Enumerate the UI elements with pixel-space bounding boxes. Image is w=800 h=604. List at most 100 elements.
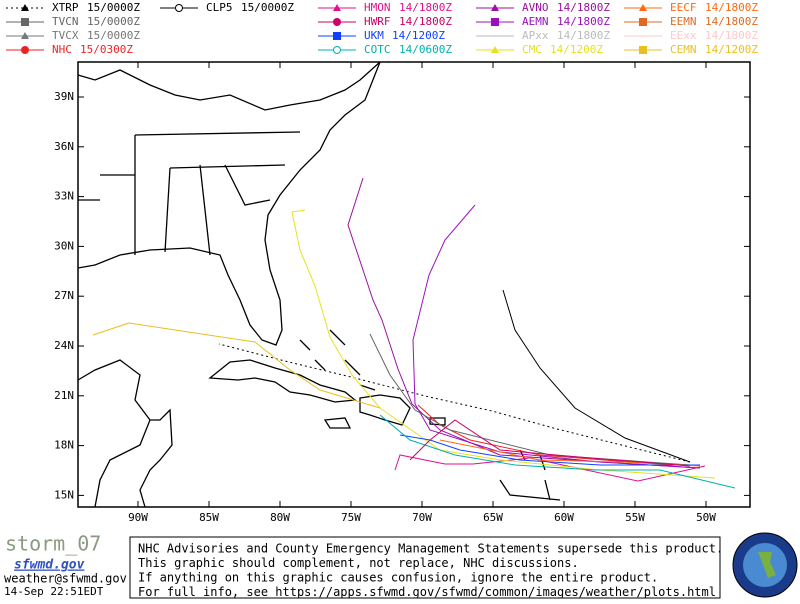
legend-time: 14/1800Z (557, 29, 610, 42)
legend-model: AEMN (522, 15, 549, 28)
footer: storm_07 sfwmd.gov weather@sfwmd.gov 14-… (4, 532, 798, 600)
lon-label: 60W (554, 511, 574, 524)
legend-marker (21, 18, 29, 26)
legend-marker (21, 32, 29, 39)
map-frame (77, 61, 751, 508)
track (502, 289, 691, 463)
islands (299, 329, 561, 501)
track (291, 209, 716, 479)
lat-label: 18N (54, 439, 74, 452)
legend-marker (491, 4, 499, 11)
lat-label: 39N (54, 90, 74, 103)
legend-marker (333, 46, 341, 54)
track (92, 322, 381, 409)
notice-line: NHC Advisories and County Emergency Mana… (138, 542, 723, 556)
legend-time: 14/1800Z (399, 1, 452, 14)
lat-label: 15N (54, 488, 74, 501)
legend-marker (175, 4, 183, 12)
legend-time: 14/1200Z (550, 43, 603, 56)
legend-time: 14/1800Z (557, 1, 610, 14)
legend-model: EECF (670, 1, 697, 14)
legend-marker (21, 4, 29, 11)
legend-marker (21, 46, 29, 54)
legend-time: 15/0000Z (87, 15, 140, 28)
lon-label: 50W (696, 511, 716, 524)
legend-model: XTRP (52, 1, 79, 14)
legend-time: 15/0000Z (87, 29, 140, 42)
legend-marker (639, 46, 647, 54)
track (379, 414, 736, 489)
legend-model: HWRF (364, 15, 391, 28)
coast (77, 61, 381, 346)
legend-model: EExx (670, 29, 697, 42)
lat-label: 33N (54, 190, 74, 203)
legend-time: 15/0300Z (80, 43, 133, 56)
lon-label: 80W (270, 511, 290, 524)
legend-time: 15/0000Z (241, 1, 294, 14)
coastlines (77, 61, 561, 508)
legend-time: 14/1800Z (705, 29, 758, 42)
track (394, 454, 706, 482)
track (347, 177, 701, 469)
coast (77, 61, 381, 111)
legend-marker (639, 18, 647, 26)
legend-marker (639, 4, 647, 11)
storm-id: storm_07 (5, 532, 101, 556)
legend-model: NHC (52, 43, 72, 56)
legend-marker (491, 18, 499, 26)
islands (323, 417, 446, 429)
timestamp: 14-Sep 22:51EDT (4, 585, 104, 598)
legend-model: TVCN (52, 15, 79, 28)
legend-marker (333, 32, 341, 40)
notice: NHC Advisories and County Emergency Mana… (138, 542, 723, 600)
legend: XTRP 15/0000Z TVCN 15/0000Z TVCX 15/0000Z NHC 1… (6, 1, 758, 56)
track (399, 434, 700, 466)
lat-label: 30N (54, 239, 74, 252)
hispaniola (359, 394, 411, 426)
legend-model: TVCX (52, 29, 79, 42)
logo-florida (758, 552, 776, 578)
site-logo: sfwmd.gov (14, 558, 85, 573)
lon-label: 55W (625, 511, 645, 524)
lon-label: 65W (483, 511, 503, 524)
legend-marker (491, 46, 499, 53)
email: weather@sfwmd.gov (4, 572, 127, 586)
legend-model: CMC (522, 43, 542, 56)
legend-model: AVNO (522, 1, 549, 14)
legend-model: CLP5 (206, 1, 233, 14)
lat-label: 27N (54, 289, 74, 302)
legend-model: HMON (364, 1, 391, 14)
axis-labels: 39N 36N 33N 30N 27N 24N 21N 18N 15N 90W 85W 80W 75W 7… (54, 62, 750, 524)
legend-model: CEMN (670, 43, 697, 56)
legend-time: 14/1200Z (705, 43, 758, 56)
notice-line: If anything on this graphic causes confu… (138, 571, 658, 585)
legend-time: 14/1200Z (392, 29, 445, 42)
coast (77, 359, 173, 508)
lat-label: 21N (54, 389, 74, 402)
notice-box (129, 536, 721, 599)
legend-marker (333, 4, 341, 11)
legend-time: 14/1800Z (557, 15, 610, 28)
legend-time: 14/0600Z (399, 43, 452, 56)
legend-time: 15/0000Z (87, 1, 140, 14)
legend-model: UKM (364, 29, 384, 42)
lon-label: 85W (199, 511, 219, 524)
lat-label: 36N (54, 140, 74, 153)
lon-label: 75W (341, 511, 361, 524)
lat-label: 24N (54, 339, 74, 352)
legend-marker (333, 18, 341, 26)
lon-label: 90W (128, 511, 148, 524)
legend-time: 14/1800Z (399, 15, 452, 28)
state-lines (78, 131, 301, 256)
track (412, 204, 701, 469)
track (439, 439, 701, 467)
legend-model: APxx (522, 29, 549, 42)
legend-model: EEMN (670, 15, 697, 28)
tracks (92, 177, 736, 489)
legend-time: 14/1800Z (705, 15, 758, 28)
legend-model: COTC (364, 43, 391, 56)
lon-label: 70W (412, 511, 432, 524)
notice-line: For full info, see https://apps.sfwmd.go… (138, 585, 716, 599)
